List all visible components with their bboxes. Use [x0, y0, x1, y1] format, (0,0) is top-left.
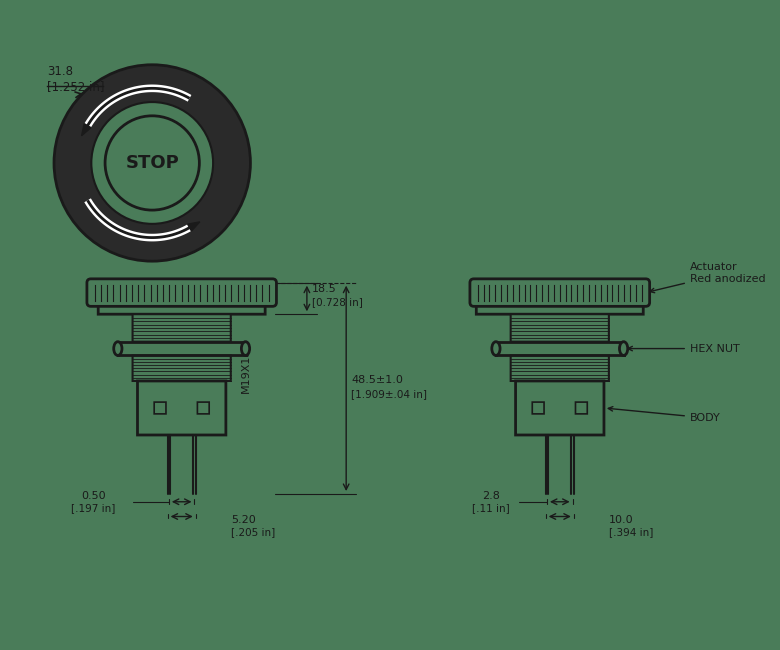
FancyBboxPatch shape: [133, 314, 231, 342]
FancyBboxPatch shape: [511, 356, 609, 381]
FancyBboxPatch shape: [516, 381, 604, 435]
Text: [0.728 in]: [0.728 in]: [312, 298, 363, 307]
Text: [.197 in]: [.197 in]: [71, 502, 115, 513]
FancyBboxPatch shape: [477, 302, 644, 314]
Text: 2.8: 2.8: [482, 491, 500, 501]
FancyBboxPatch shape: [470, 279, 650, 306]
Text: [.394 in]: [.394 in]: [609, 527, 653, 537]
Text: [.11 in]: [.11 in]: [472, 502, 510, 513]
Circle shape: [105, 116, 200, 210]
Text: 5.20: 5.20: [231, 515, 256, 525]
Text: STOP: STOP: [126, 154, 179, 172]
FancyBboxPatch shape: [133, 356, 231, 381]
FancyBboxPatch shape: [511, 314, 609, 342]
FancyBboxPatch shape: [98, 302, 265, 314]
Text: 18.5: 18.5: [312, 283, 336, 294]
FancyBboxPatch shape: [576, 402, 587, 414]
Ellipse shape: [619, 342, 628, 356]
Text: [.205 in]: [.205 in]: [231, 527, 275, 537]
Text: 31.8
[1.252 in]: 31.8 [1.252 in]: [47, 66, 105, 94]
Text: 0.50: 0.50: [81, 491, 105, 501]
Text: M19X1.0: M19X1.0: [240, 344, 250, 393]
FancyBboxPatch shape: [532, 402, 544, 414]
Text: HEX NUT: HEX NUT: [628, 344, 739, 354]
Polygon shape: [188, 222, 200, 231]
Ellipse shape: [114, 342, 122, 356]
Text: [1.909±.04 in]: [1.909±.04 in]: [351, 389, 427, 399]
Text: Actuator
Red anodized: Actuator Red anodized: [650, 262, 765, 292]
FancyBboxPatch shape: [197, 402, 209, 414]
FancyBboxPatch shape: [87, 279, 276, 306]
Polygon shape: [82, 124, 91, 136]
Circle shape: [91, 102, 213, 224]
FancyBboxPatch shape: [137, 381, 226, 435]
Ellipse shape: [241, 342, 250, 356]
Text: 48.5±1.0: 48.5±1.0: [351, 376, 403, 385]
Text: 10.0: 10.0: [609, 515, 633, 525]
Ellipse shape: [492, 342, 500, 356]
Text: BODY: BODY: [608, 407, 721, 422]
FancyBboxPatch shape: [154, 402, 166, 414]
Circle shape: [54, 65, 250, 261]
